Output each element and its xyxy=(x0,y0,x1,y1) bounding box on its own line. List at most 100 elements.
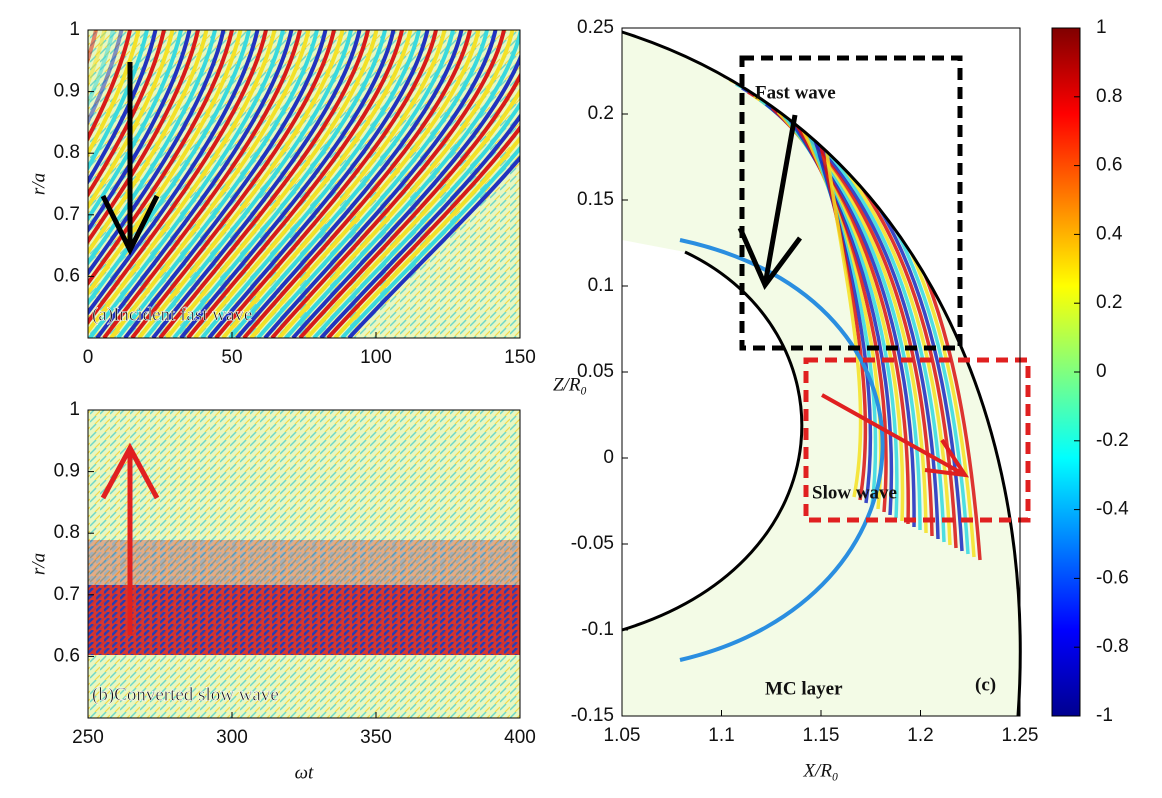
panel-annotation: (a)Incident fast wave xyxy=(92,304,252,325)
x-tick-label: 150 xyxy=(504,347,536,368)
y-tick-label: 0.25 xyxy=(577,17,614,38)
panel-annotation: Fast wave xyxy=(755,82,836,103)
y-axis-label: r/a xyxy=(28,553,49,575)
colorbar-tick-label: 1 xyxy=(1096,17,1107,38)
x-tick-label: 1.2 xyxy=(907,725,933,746)
wave-stripe xyxy=(158,30,370,338)
y-tick-label: -0.1 xyxy=(581,619,614,640)
y-tick-label: 0.1 xyxy=(588,275,614,296)
wave-stripe xyxy=(200,30,421,338)
wave-stripe xyxy=(165,30,379,338)
x-tick-label: 300 xyxy=(216,727,248,748)
plot-frame xyxy=(87,409,521,719)
wave-stripe xyxy=(333,135,520,338)
wave-stripe xyxy=(88,30,192,234)
x-tick-label: 250 xyxy=(72,727,104,748)
colorbar-tick-label: -0.8 xyxy=(1096,636,1129,657)
wave-stripe xyxy=(109,30,311,338)
wave-stripe xyxy=(123,30,328,338)
wave-stripe xyxy=(137,30,345,338)
panel-annotation: (c) xyxy=(975,674,996,695)
wave-stripe xyxy=(249,30,481,338)
wave-stripe xyxy=(172,30,387,338)
colorbar-tick-label: 0.4 xyxy=(1096,223,1123,244)
x-tick-label: 350 xyxy=(360,727,392,748)
wave-stripe xyxy=(812,135,873,504)
panel-annotation: Slow wave xyxy=(812,482,897,503)
colorbar-tick-label: -0.6 xyxy=(1096,567,1129,588)
colorbar-tick-label: -0.4 xyxy=(1096,499,1129,520)
panel-b xyxy=(88,410,520,718)
wave-stripe xyxy=(824,143,863,498)
y-tick-label: 0.2 xyxy=(588,103,614,124)
y-tick-label: 0 xyxy=(603,447,614,468)
wave-stripe xyxy=(298,72,520,338)
wave-stripe xyxy=(144,30,353,338)
y-axis-label: Z/R₀ xyxy=(553,374,587,395)
panel-c xyxy=(621,27,1081,717)
y-tick-label: 0.9 xyxy=(54,461,80,482)
wave-stripe xyxy=(102,30,302,338)
wave-stripe xyxy=(88,30,166,198)
wave-stripe xyxy=(291,53,520,338)
y-tick-label: -0.05 xyxy=(571,533,614,554)
wave-stripe xyxy=(270,30,506,338)
slow-wave-box xyxy=(803,357,1031,523)
colorbar-tick-label: -1 xyxy=(1096,705,1113,726)
fast-wave-box xyxy=(739,55,963,351)
panel-a xyxy=(88,30,520,338)
wave-stripe xyxy=(88,30,268,326)
wave-stripe xyxy=(88,30,234,287)
wave-stripe xyxy=(88,30,149,172)
dense-band xyxy=(88,585,520,655)
slow-arrow xyxy=(821,393,970,478)
wave-stripe xyxy=(326,124,520,338)
y-tick-label: 0.8 xyxy=(54,522,80,543)
y-tick-label: 0.9 xyxy=(54,81,80,102)
wave-stripe xyxy=(284,30,520,338)
y-tick-label: 1 xyxy=(69,399,80,420)
mc-layer xyxy=(679,238,885,662)
y-tick-label: 0.15 xyxy=(577,189,614,210)
colorbar-tick-label: 0.8 xyxy=(1096,86,1122,107)
y-tick-label: 0.05 xyxy=(577,361,614,382)
wave-stripe xyxy=(88,30,107,89)
y-tick-label: 0.6 xyxy=(54,265,80,286)
wave-stripe xyxy=(88,30,226,277)
y-tick-label: 0.8 xyxy=(54,142,80,163)
wave-stripe xyxy=(319,113,520,338)
x-tick-label: 1.15 xyxy=(803,725,840,746)
wave-stripe xyxy=(256,30,489,338)
wave-stripe xyxy=(263,30,498,338)
wave-stripe xyxy=(235,30,464,338)
wave-stripe xyxy=(221,30,447,338)
wave-stripe xyxy=(277,30,515,338)
colorbar-tick-label: 0.2 xyxy=(1096,292,1122,313)
wave-stripe xyxy=(186,30,404,338)
wave-field xyxy=(88,30,520,338)
wave-stripe xyxy=(88,30,124,126)
colorbar-tick-label: 0 xyxy=(1096,361,1107,382)
x-tick-label: 50 xyxy=(221,347,242,368)
wave-stripe xyxy=(95,30,294,338)
outer-boundary xyxy=(621,30,1022,717)
plot-frame xyxy=(87,29,521,339)
x-tick-label: 1.25 xyxy=(1002,725,1039,746)
wave-field xyxy=(88,540,520,655)
wave-stripe xyxy=(193,30,413,338)
wave-stripe xyxy=(242,30,472,338)
y-tick-label: 1 xyxy=(69,19,80,40)
wave-stripe xyxy=(88,30,217,266)
wave-stripe xyxy=(151,30,362,338)
wave-stripe xyxy=(88,30,158,186)
panel-annotation: MC layer xyxy=(765,678,843,699)
wave-stripe xyxy=(347,154,520,338)
down-arrow xyxy=(100,62,160,256)
x-axis-label: X/R₀ xyxy=(802,760,838,781)
wave-stripe xyxy=(305,87,520,338)
y-tick-label: 0.7 xyxy=(54,204,80,225)
colorbar-tick-label: -0.2 xyxy=(1096,430,1129,451)
